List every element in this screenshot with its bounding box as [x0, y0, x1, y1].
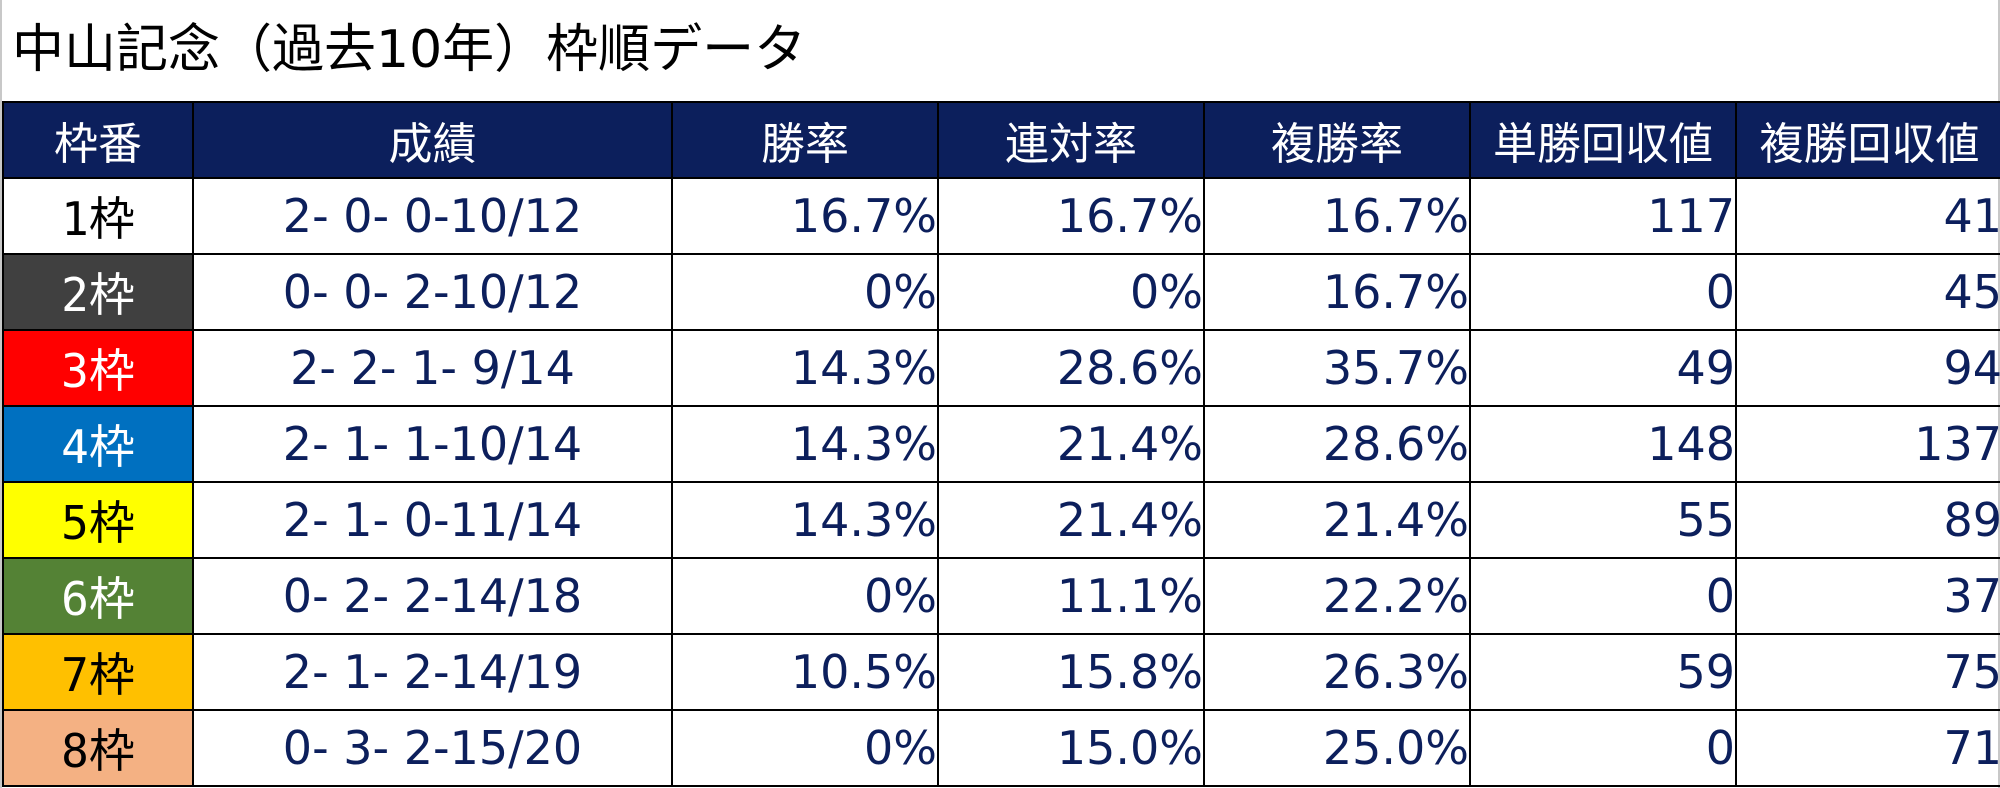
win-rate-cell: 0%: [671, 253, 939, 331]
frame-cell: 5枠: [2, 481, 194, 559]
show-return-cell: 41: [1735, 177, 2000, 255]
column-header-win-return: 単勝回収値: [1469, 101, 1737, 179]
record-cell: 2- 1- 1-10/14: [192, 405, 673, 483]
column-header-win-rate: 勝率: [671, 101, 939, 179]
frame-suffix: 枠: [88, 648, 135, 702]
win-rate-cell: 0%: [671, 557, 939, 635]
record-cell: 2- 1- 2-14/19: [192, 633, 673, 711]
table-row: 5枠 2- 1- 0-11/14 14.3% 21.4% 21.4% 55 89: [2, 481, 2000, 559]
place2-rate-cell: 21.4%: [937, 481, 1205, 559]
win-return-cell: 0: [1469, 557, 1737, 635]
win-rate-cell: 16.7%: [671, 177, 939, 255]
frame-cell: 7枠: [2, 633, 194, 711]
show-rate-cell: 25.0%: [1203, 709, 1471, 787]
record-cell: 0- 0- 2-10/12: [192, 253, 673, 331]
frame-suffix: 枠: [88, 192, 135, 246]
show-rate-cell: 28.6%: [1203, 405, 1471, 483]
frame-cell: 6枠: [2, 557, 194, 635]
record-cell: 2- 1- 0-11/14: [192, 481, 673, 559]
win-return-cell: 0: [1469, 709, 1737, 787]
record-cell: 2- 2- 1- 9/14: [192, 329, 673, 407]
frame-stats-table: 枠番 成績 勝率 連対率 複勝率 単勝回収値 複勝回収値 1枠 2- 0- 0-…: [2, 101, 2000, 787]
win-return-cell: 59: [1469, 633, 1737, 711]
frame-number: 5: [61, 496, 89, 550]
show-return-cell: 89: [1735, 481, 2000, 559]
table-row: 7枠 2- 1- 2-14/19 10.5% 15.8% 26.3% 59 75: [2, 633, 2000, 711]
show-rate-cell: 21.4%: [1203, 481, 1471, 559]
frame-suffix: 枠: [88, 268, 135, 322]
show-rate-cell: 22.2%: [1203, 557, 1471, 635]
table-row: 3枠 2- 2- 1- 9/14 14.3% 28.6% 35.7% 49 94: [2, 329, 2000, 407]
column-header-show-rate: 複勝率: [1203, 101, 1471, 179]
win-return-cell: 49: [1469, 329, 1737, 407]
win-rate-cell: 14.3%: [671, 481, 939, 559]
frame-suffix: 枠: [88, 572, 135, 626]
show-rate-cell: 35.7%: [1203, 329, 1471, 407]
win-rate-cell: 14.3%: [671, 329, 939, 407]
show-return-cell: 71: [1735, 709, 2000, 787]
place2-rate-cell: 28.6%: [937, 329, 1205, 407]
table-row: 6枠 0- 2- 2-14/18 0% 11.1% 22.2% 0 37: [2, 557, 2000, 635]
frame-number: 2: [61, 268, 89, 322]
show-rate-cell: 16.7%: [1203, 177, 1471, 255]
show-rate-cell: 26.3%: [1203, 633, 1471, 711]
place2-rate-cell: 0%: [937, 253, 1205, 331]
frame-cell: 3枠: [2, 329, 194, 407]
show-rate-cell: 16.7%: [1203, 253, 1471, 331]
record-cell: 2- 0- 0-10/12: [192, 177, 673, 255]
win-return-cell: 117: [1469, 177, 1737, 255]
place2-rate-cell: 15.0%: [937, 709, 1205, 787]
show-return-cell: 137: [1735, 405, 2000, 483]
frame-number: 1: [61, 192, 89, 246]
table-header-row: 枠番 成績 勝率 連対率 複勝率 単勝回収値 複勝回収値: [2, 101, 2000, 179]
show-return-cell: 94: [1735, 329, 2000, 407]
frame-cell: 2枠: [2, 253, 194, 331]
frame-number: 3: [61, 344, 89, 398]
record-cell: 0- 3- 2-15/20: [192, 709, 673, 787]
place2-rate-cell: 16.7%: [937, 177, 1205, 255]
frame-number: 7: [61, 648, 89, 702]
win-return-cell: 55: [1469, 481, 1737, 559]
table-row: 1枠 2- 0- 0-10/12 16.7% 16.7% 16.7% 117 4…: [2, 177, 2000, 255]
column-header-show-return: 複勝回収値: [1735, 101, 2000, 179]
frame-number: 4: [61, 420, 89, 474]
place2-rate-cell: 21.4%: [937, 405, 1205, 483]
place2-rate-cell: 11.1%: [937, 557, 1205, 635]
win-rate-cell: 0%: [671, 709, 939, 787]
table-row: 2枠 0- 0- 2-10/12 0% 0% 16.7% 0 45: [2, 253, 2000, 331]
frame-suffix: 枠: [88, 496, 135, 550]
win-return-cell: 0: [1469, 253, 1737, 331]
place2-rate-cell: 15.8%: [937, 633, 1205, 711]
frame-cell: 8枠: [2, 709, 194, 787]
frame-cell: 1枠: [2, 177, 194, 255]
table-row: 4枠 2- 1- 1-10/14 14.3% 21.4% 28.6% 148 1…: [2, 405, 2000, 483]
frame-suffix: 枠: [88, 344, 135, 398]
show-return-cell: 45: [1735, 253, 2000, 331]
record-cell: 0- 2- 2-14/18: [192, 557, 673, 635]
frame-suffix: 枠: [88, 420, 135, 474]
frame-number: 8: [61, 724, 89, 778]
frame-suffix: 枠: [88, 724, 135, 778]
frame-number: 6: [61, 572, 89, 626]
column-header-record: 成績: [192, 101, 673, 179]
frame-cell: 4枠: [2, 405, 194, 483]
column-header-place2-rate: 連対率: [937, 101, 1205, 179]
page-title: 中山記念（過去10年）枠順データ: [12, 20, 807, 80]
column-header-frame: 枠番: [2, 101, 194, 179]
table-row: 8枠 0- 3- 2-15/20 0% 15.0% 25.0% 0 71: [2, 709, 2000, 787]
win-return-cell: 148: [1469, 405, 1737, 483]
win-rate-cell: 14.3%: [671, 405, 939, 483]
win-rate-cell: 10.5%: [671, 633, 939, 711]
show-return-cell: 37: [1735, 557, 2000, 635]
show-return-cell: 75: [1735, 633, 2000, 711]
